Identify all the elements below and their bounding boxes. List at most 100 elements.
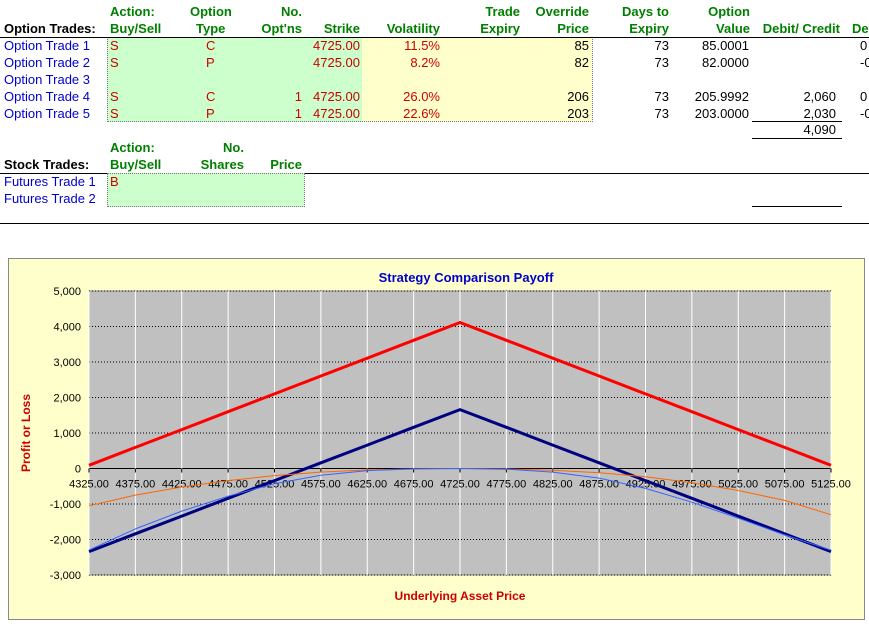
option-type[interactable]: P bbox=[206, 55, 215, 70]
x-tick-label: 4725.00 bbox=[440, 479, 480, 491]
x-tick-label: 4775.00 bbox=[486, 479, 526, 491]
option-value: 82.0000 bbox=[702, 55, 749, 70]
header-override-1: Override bbox=[535, 4, 589, 19]
option-action[interactable]: S bbox=[110, 106, 119, 121]
header-type-2: Type bbox=[196, 21, 226, 36]
option-trades-title: Option Trades: bbox=[4, 21, 96, 36]
option-type[interactable]: C bbox=[206, 38, 216, 53]
stock-header-action-2: Buy/Sell bbox=[110, 157, 162, 172]
input-area-option-yellow bbox=[362, 37, 592, 122]
section-divider bbox=[0, 223, 869, 224]
option-override-price[interactable]: 85 bbox=[574, 38, 589, 53]
option-de-cut: 0 bbox=[860, 38, 868, 53]
header-de-cut: De bbox=[852, 21, 869, 36]
header-type-1: Option bbox=[190, 4, 232, 19]
option-override-price[interactable]: 206 bbox=[567, 89, 589, 104]
header-days-2: Expiry bbox=[629, 21, 669, 36]
header-days-1: Days to bbox=[622, 4, 669, 19]
chart-title: Strategy Comparison Payoff bbox=[379, 270, 554, 285]
option-strike[interactable]: 4725.00 bbox=[313, 89, 360, 104]
option-volatility[interactable]: 11.5% bbox=[404, 38, 440, 53]
option-days-to-expiry: 73 bbox=[654, 38, 669, 53]
option-strike[interactable]: 4725.00 bbox=[313, 106, 360, 121]
option-volatility[interactable]: 8.2% bbox=[410, 55, 440, 70]
option-type[interactable]: P bbox=[206, 106, 215, 121]
stock-header-line bbox=[0, 173, 869, 174]
option-value: 85.0001 bbox=[702, 38, 749, 53]
header-noptns-1: No. bbox=[281, 4, 302, 19]
header-action-2: Buy/Sell bbox=[110, 21, 162, 36]
option-de-cut: -0 bbox=[860, 55, 869, 70]
header-expiry-1: Trade bbox=[485, 4, 520, 19]
stock-header-shares-1: No. bbox=[223, 140, 244, 155]
option-override-price[interactable]: 82 bbox=[574, 55, 589, 70]
option-type[interactable]: C bbox=[206, 89, 216, 104]
payoff-series-line-1 bbox=[88, 321, 832, 467]
y-tick-label: -1,000 bbox=[50, 499, 81, 511]
header-strike: Strike bbox=[323, 21, 360, 36]
header-debit-credit: Debit/ Credit bbox=[762, 21, 840, 36]
x-tick-label: 5025.00 bbox=[718, 479, 758, 491]
header-value-1: Option bbox=[708, 4, 750, 19]
payoff-chart-container[interactable]: Strategy Comparison Payoff 5,000 4,000 3,0… bbox=[8, 258, 865, 620]
option-debit-credit: 2,060 bbox=[803, 89, 836, 104]
x-tick-label: 4575.00 bbox=[301, 479, 341, 491]
y-axis-title: Profit or Loss bbox=[19, 394, 33, 472]
payoff-series-line-2 bbox=[88, 408, 832, 554]
y-tick-label: 4,000 bbox=[53, 322, 81, 334]
option-volatility[interactable]: 26.0% bbox=[403, 89, 440, 104]
option-noptns[interactable]: 1 bbox=[294, 89, 302, 104]
option-trade-label: Option Trade 4 bbox=[4, 89, 90, 104]
total-line-top bbox=[752, 121, 842, 122]
x-tick-label: 5125.00 bbox=[811, 479, 851, 491]
futures-trade-1-label: Futures Trade 1 bbox=[4, 174, 96, 189]
header-action-1: Action: bbox=[110, 4, 155, 19]
stock-trades-title: Stock Trades: bbox=[4, 157, 90, 172]
option-action[interactable]: S bbox=[110, 38, 119, 53]
stock-header-price: Price bbox=[270, 157, 302, 172]
header-volatility: Volatility bbox=[386, 21, 440, 36]
option-de-cut: -0 bbox=[860, 106, 869, 121]
x-tick-label: 4325.00 bbox=[69, 479, 109, 491]
x-tick-label: 4875.00 bbox=[579, 479, 619, 491]
option-header-line bbox=[0, 37, 869, 38]
y-tick-label: 5,000 bbox=[53, 286, 81, 298]
x-tick-label: 4625.00 bbox=[347, 479, 387, 491]
option-volatility[interactable]: 22.6% bbox=[403, 106, 440, 121]
option-strike[interactable]: 4725.00 bbox=[313, 55, 360, 70]
y-tick-label: -3,000 bbox=[50, 570, 81, 582]
stock-header-shares-2: Shares bbox=[200, 157, 244, 172]
x-axis-title: Underlying Asset Price bbox=[395, 589, 526, 603]
option-value: 203.0000 bbox=[694, 106, 749, 121]
option-days-to-expiry: 73 bbox=[654, 106, 669, 121]
option-days-to-expiry: 73 bbox=[654, 89, 669, 104]
futures-trade-1-action[interactable]: B bbox=[110, 174, 119, 189]
x-tick-label: 4825.00 bbox=[533, 479, 573, 491]
payoff-chart[interactable]: Strategy Comparison Payoff 5,000 4,000 3,0… bbox=[9, 259, 864, 619]
y-tick-label: -2,000 bbox=[50, 535, 81, 547]
option-value: 205.9992 bbox=[694, 89, 749, 104]
total-line-bottom bbox=[752, 138, 842, 139]
option-noptns[interactable]: 1 bbox=[294, 106, 302, 121]
option-override-price[interactable]: 203 bbox=[567, 106, 589, 121]
stock-header-action-1: Action: bbox=[110, 140, 155, 155]
option-strike[interactable]: 4725.00 bbox=[313, 38, 360, 53]
futures-total-line bbox=[752, 206, 842, 207]
option-action[interactable]: S bbox=[110, 89, 119, 104]
y-tick-label: 1,000 bbox=[53, 428, 81, 440]
y-tick-label: 3,000 bbox=[53, 357, 81, 369]
option-de-cut: 0 bbox=[860, 89, 868, 104]
header-value-2: Value bbox=[716, 21, 750, 36]
x-tick-label: 4675.00 bbox=[394, 479, 434, 491]
option-action[interactable]: S bbox=[110, 55, 119, 70]
y-tick-label: 2,000 bbox=[53, 393, 81, 405]
header-noptns-2: Opt'ns bbox=[261, 21, 302, 36]
option-debit-credit: 2,030 bbox=[803, 106, 836, 121]
header-expiry-2: Expiry bbox=[480, 21, 520, 36]
y-tick-label: 0 bbox=[75, 464, 81, 476]
total-debit-credit[interactable]: 4,090 bbox=[803, 122, 836, 137]
x-tick-label: 4925.00 bbox=[626, 479, 666, 491]
input-area-stock-green bbox=[107, 173, 304, 207]
option-trade-label: Option Trade 3 bbox=[4, 72, 90, 87]
x-tick-label: 4975.00 bbox=[672, 479, 712, 491]
